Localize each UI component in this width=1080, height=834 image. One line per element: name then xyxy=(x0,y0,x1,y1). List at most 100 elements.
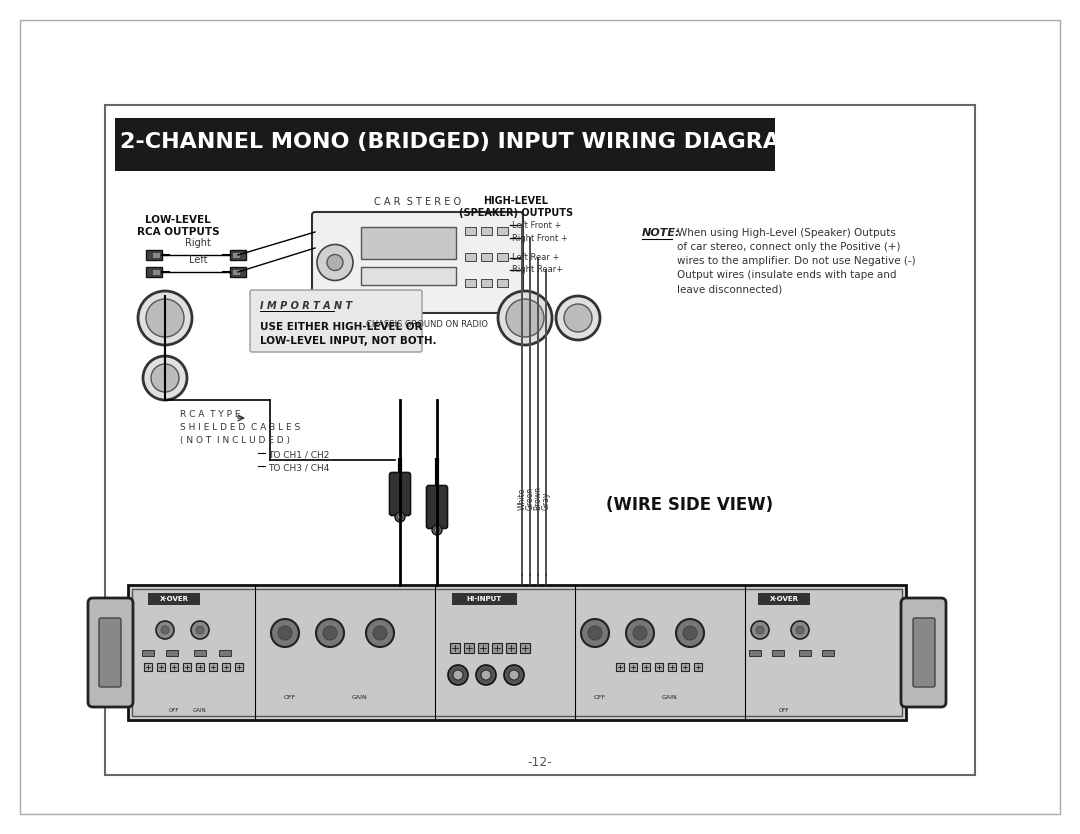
Bar xyxy=(148,593,200,605)
Bar xyxy=(507,643,516,653)
Bar xyxy=(497,253,508,261)
Circle shape xyxy=(271,619,299,647)
Circle shape xyxy=(143,356,187,400)
Bar xyxy=(669,663,676,671)
Circle shape xyxy=(327,254,343,270)
Circle shape xyxy=(507,299,544,337)
Circle shape xyxy=(796,626,804,634)
Circle shape xyxy=(138,291,192,345)
Bar xyxy=(464,643,474,653)
Text: Left: Left xyxy=(189,255,207,265)
Text: Green: Green xyxy=(526,487,535,510)
Text: OFF: OFF xyxy=(779,708,789,713)
Circle shape xyxy=(581,619,609,647)
Bar xyxy=(772,650,784,656)
Bar xyxy=(141,650,154,656)
Bar xyxy=(170,663,178,671)
Bar xyxy=(114,164,775,171)
Text: X-OVER: X-OVER xyxy=(160,596,189,602)
Circle shape xyxy=(509,670,519,680)
Bar xyxy=(822,650,834,656)
Circle shape xyxy=(683,626,697,640)
Bar xyxy=(105,105,975,775)
Circle shape xyxy=(751,621,769,639)
Circle shape xyxy=(191,621,210,639)
Bar xyxy=(497,279,508,287)
Bar xyxy=(497,227,508,235)
FancyBboxPatch shape xyxy=(312,212,523,313)
Bar xyxy=(195,663,204,671)
Bar xyxy=(183,663,191,671)
Circle shape xyxy=(564,304,592,332)
Text: TO CH3 / CH4: TO CH3 / CH4 xyxy=(268,463,329,472)
Text: Brown: Brown xyxy=(534,486,542,510)
Bar xyxy=(146,250,162,260)
Circle shape xyxy=(151,364,179,392)
FancyBboxPatch shape xyxy=(390,473,410,515)
Circle shape xyxy=(676,619,704,647)
Circle shape xyxy=(504,665,524,685)
Circle shape xyxy=(318,244,353,280)
Circle shape xyxy=(323,626,337,640)
Text: HI-INPUT: HI-INPUT xyxy=(467,596,501,602)
FancyBboxPatch shape xyxy=(87,598,133,707)
FancyBboxPatch shape xyxy=(99,618,121,687)
Bar xyxy=(465,279,476,287)
Bar xyxy=(230,250,246,260)
Text: HIGH-LEVEL
(SPEAKER) OUTPUTS: HIGH-LEVEL (SPEAKER) OUTPUTS xyxy=(459,196,573,218)
Bar xyxy=(492,643,502,653)
Bar xyxy=(230,267,246,277)
Text: TO CH1 / CH2: TO CH1 / CH2 xyxy=(268,450,329,459)
Bar xyxy=(481,279,492,287)
Circle shape xyxy=(626,619,654,647)
FancyBboxPatch shape xyxy=(901,598,946,707)
Circle shape xyxy=(366,619,394,647)
Circle shape xyxy=(278,626,292,640)
FancyBboxPatch shape xyxy=(913,618,935,687)
Bar xyxy=(642,663,650,671)
Text: NOTE:: NOTE: xyxy=(642,228,680,238)
Circle shape xyxy=(316,619,345,647)
Bar xyxy=(222,663,230,671)
FancyBboxPatch shape xyxy=(427,485,447,529)
Bar xyxy=(152,252,160,258)
Bar xyxy=(799,650,811,656)
Bar xyxy=(210,663,217,671)
Text: -12-: -12- xyxy=(528,756,552,768)
Bar xyxy=(114,118,775,164)
Bar xyxy=(235,663,243,671)
Bar xyxy=(481,227,492,235)
Bar xyxy=(166,650,178,656)
Text: Right Rear+: Right Rear+ xyxy=(512,265,563,274)
Text: Right Front +: Right Front + xyxy=(512,234,568,243)
Circle shape xyxy=(481,670,491,680)
Text: GAIN: GAIN xyxy=(193,708,207,713)
Bar xyxy=(465,253,476,261)
Bar xyxy=(629,663,637,671)
Text: OFF: OFF xyxy=(168,708,179,713)
Bar xyxy=(219,650,231,656)
Circle shape xyxy=(195,626,204,634)
Circle shape xyxy=(498,291,552,345)
Text: White: White xyxy=(517,488,527,510)
Bar xyxy=(152,269,160,275)
Circle shape xyxy=(633,626,647,640)
Bar xyxy=(194,650,206,656)
Bar xyxy=(758,593,810,605)
Text: Gray: Gray xyxy=(541,491,551,510)
Text: CHASSIS GROUND ON RADIO: CHASSIS GROUND ON RADIO xyxy=(366,320,488,329)
Text: OFF: OFF xyxy=(594,695,606,700)
Text: OFF: OFF xyxy=(284,695,296,700)
Circle shape xyxy=(395,512,405,522)
Bar xyxy=(481,253,492,261)
Circle shape xyxy=(556,296,600,340)
Bar xyxy=(157,663,165,671)
Circle shape xyxy=(156,621,174,639)
Bar xyxy=(654,663,663,671)
Text: 2-CHANNEL MONO (BRIDGED) INPUT WIRING DIAGRAM: 2-CHANNEL MONO (BRIDGED) INPUT WIRING DI… xyxy=(120,132,802,152)
Text: LOW-LEVEL
RCA OUTPUTS: LOW-LEVEL RCA OUTPUTS xyxy=(137,215,219,237)
Bar xyxy=(750,650,761,656)
FancyBboxPatch shape xyxy=(249,290,422,352)
Bar xyxy=(450,643,460,653)
Text: C A R  S T E R E O: C A R S T E R E O xyxy=(374,197,461,207)
